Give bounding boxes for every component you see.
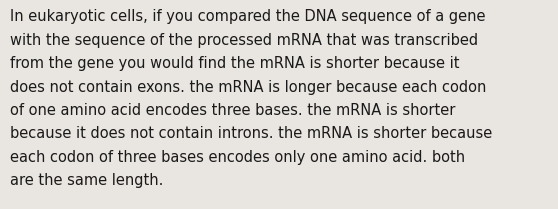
Text: In eukaryotic cells, if you compared the DNA sequence of a gene: In eukaryotic cells, if you compared the…	[10, 9, 485, 24]
Text: does not contain exons. the mRNA is longer because each codon: does not contain exons. the mRNA is long…	[10, 80, 487, 95]
Text: with the sequence of the processed mRNA that was transcribed: with the sequence of the processed mRNA …	[10, 33, 478, 48]
Text: because it does not contain introns. the mRNA is shorter because: because it does not contain introns. the…	[10, 126, 492, 141]
Text: are the same length.: are the same length.	[10, 173, 163, 188]
Text: each codon of three bases encodes only one amino acid. both: each codon of three bases encodes only o…	[10, 150, 465, 165]
Text: of one amino acid encodes three bases. the mRNA is shorter: of one amino acid encodes three bases. t…	[10, 103, 455, 118]
Text: from the gene you would find the mRNA is shorter because it: from the gene you would find the mRNA is…	[10, 56, 460, 71]
